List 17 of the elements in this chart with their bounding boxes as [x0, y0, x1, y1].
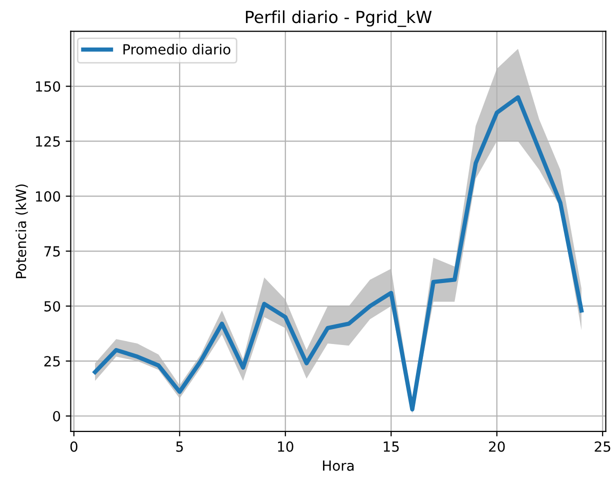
chart-title: Perfil diario - Pgrid_kW [246, 10, 432, 27]
x-tick-label: 25 [594, 441, 610, 452]
x-axis-title: Hora [323, 460, 354, 471]
y-tick-label: 50 [44, 301, 60, 312]
y-tick-label: 25 [44, 356, 60, 367]
x-tick-label: 0 [70, 441, 78, 452]
y-tick-label: 125 [36, 136, 60, 147]
x-tick-label: 20 [489, 441, 505, 452]
y-axis-title: Potencia (kW) [15, 184, 28, 278]
legend-label: Promedio diario [123, 44, 230, 55]
y-tick-label: 100 [36, 191, 60, 202]
y-tick-label: 75 [44, 246, 60, 257]
x-tick-label: 15 [384, 442, 399, 452]
x-tick-label: 10 [278, 441, 294, 452]
y-tick-label: 150 [36, 81, 60, 92]
y-tick-label: 0 [53, 410, 60, 422]
x-tick-label: 5 [176, 442, 183, 452]
